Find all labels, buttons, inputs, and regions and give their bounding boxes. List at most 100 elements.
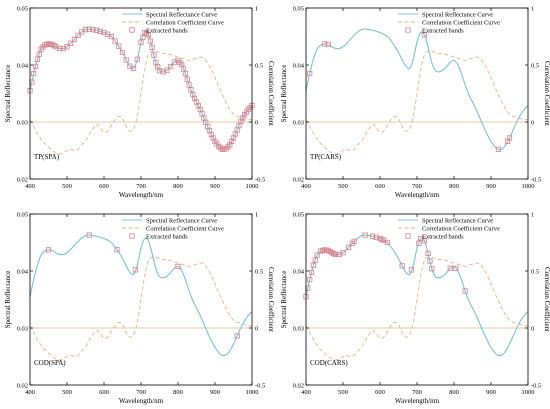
extracted-bands-markers xyxy=(307,32,513,152)
x-tick-label: 1000 xyxy=(522,183,535,190)
panel-label: COD(CARS) xyxy=(310,359,348,367)
x-tick-label: 900 xyxy=(210,389,220,396)
y-left-tick-label: 0.03 xyxy=(17,325,28,332)
extracted-bands-markers xyxy=(27,26,255,152)
extracted-band-marker xyxy=(186,82,192,88)
y-right-tick-label: -0.5 xyxy=(531,382,541,389)
extracted-band-marker xyxy=(307,276,313,283)
extracted-band-marker xyxy=(53,44,59,50)
x-tick-label: 500 xyxy=(62,389,72,396)
x-tick-label: 500 xyxy=(338,389,348,396)
y-axis-label-left: Spectral Reflectance xyxy=(280,271,288,329)
y-left-tick-label: 0.02 xyxy=(17,382,28,389)
legend-swatch-extracted xyxy=(129,27,135,33)
extracted-band-marker xyxy=(132,267,139,273)
extracted-band-marker xyxy=(94,27,100,33)
correlation-coefficient-curve xyxy=(305,256,529,361)
y-left-tick-label: 0.03 xyxy=(293,119,304,126)
y-axis-label-left: Spectral Reflectance xyxy=(280,65,288,123)
extracted-band-marker xyxy=(447,265,453,271)
legend-entry: Spectral Reflectance Curve xyxy=(146,11,217,18)
extracted-band-marker xyxy=(140,34,146,40)
x-tick-label: 400 xyxy=(301,389,311,396)
y-axis-label-right: Correlation Coefficient xyxy=(543,61,550,126)
extracted-band-marker xyxy=(68,40,74,46)
extracted-band-marker xyxy=(145,32,151,38)
extracted-band-marker xyxy=(351,238,357,244)
x-axis-label: Wavelength/nm xyxy=(395,191,440,199)
extracted-band-marker xyxy=(60,45,66,52)
legend-entry: Extracted bands xyxy=(422,233,464,240)
y-right-tick-label: 0.5 xyxy=(255,268,263,275)
legend-swatch-extracted xyxy=(405,27,411,33)
chart-panel-2: 400 500 600 700 800 900 1000 0.02 0.03 0.04 0.05 -0… xyxy=(280,5,550,199)
y-axis-label-right: Correlation Coefficient xyxy=(543,267,550,332)
y-left-tick-label: 0.04 xyxy=(17,62,29,69)
extracted-band-marker xyxy=(36,51,42,57)
y-axis-label-right: Correlation Coefficient xyxy=(267,61,275,126)
extracted-band-marker xyxy=(314,252,320,258)
extracted-band-marker xyxy=(332,251,339,258)
extracted-band-marker xyxy=(425,250,431,256)
legend-entry: Correlation Coefficient Curve xyxy=(146,225,224,232)
extracted-band-marker xyxy=(234,333,240,339)
extracted-band-marker xyxy=(421,238,428,244)
extracted-band-marker xyxy=(45,247,52,253)
extracted-band-marker xyxy=(188,87,194,93)
extracted-bands-markers xyxy=(45,232,240,339)
y-left-tick-label: 0.02 xyxy=(293,176,304,183)
extracted-band-marker xyxy=(119,49,126,56)
extracted-band-marker xyxy=(336,251,342,258)
x-tick-label: 500 xyxy=(338,183,348,190)
y-right-tick-label: 1 xyxy=(255,5,258,12)
extracted-band-marker xyxy=(123,57,129,63)
y-right-tick-label: 0 xyxy=(531,119,534,126)
extracted-band-marker xyxy=(308,269,315,276)
extracted-band-marker xyxy=(71,36,77,42)
x-axis-label: Wavelength/nm xyxy=(395,397,440,405)
panel-label: COD(SPA) xyxy=(34,359,66,367)
y-right-tick-label: 0 xyxy=(255,119,258,126)
x-tick-label: 800 xyxy=(449,389,459,396)
y-left-tick-label: 0.05 xyxy=(293,5,304,12)
x-tick-label: 1000 xyxy=(246,183,259,190)
spectral-reflectance-curve xyxy=(305,28,529,151)
legend-entry: Extracted bands xyxy=(422,27,464,34)
y-axis-label-left: Spectral Reflectance xyxy=(4,271,12,329)
legend-entry: Correlation Coefficient Curve xyxy=(422,19,500,26)
extracted-band-marker xyxy=(112,38,118,44)
spectral-reflectance-curve xyxy=(29,28,253,151)
y-left-tick-label: 0.04 xyxy=(293,268,305,275)
extracted-band-marker xyxy=(147,38,153,44)
y-left-tick-label: 0.04 xyxy=(17,268,29,275)
x-tick-label: 900 xyxy=(486,389,496,396)
panel-label: TP(SPA) xyxy=(34,153,60,161)
legend-entry: Extracted bands xyxy=(146,27,188,34)
chart-panel-4: 400 500 600 700 800 900 1000 0.02 0.03 0.04 0.05 -0… xyxy=(280,211,550,405)
extracted-band-marker xyxy=(429,266,435,272)
y-left-tick-label: 0.03 xyxy=(293,325,304,332)
extracted-band-marker xyxy=(130,65,137,72)
x-tick-label: 400 xyxy=(25,183,35,190)
y-right-tick-label: 1 xyxy=(531,5,534,12)
extracted-band-marker xyxy=(345,244,352,250)
extracted-band-marker xyxy=(408,267,415,273)
x-tick-label: 900 xyxy=(486,183,496,190)
spectral-reflectance-curve xyxy=(29,234,253,357)
extracted-band-marker xyxy=(373,234,379,240)
extracted-band-marker xyxy=(340,250,346,256)
chart-panel-1: 400 500 600 700 800 900 1000 0.02 0.03 0.04 0.05 -0… xyxy=(4,5,275,199)
extracted-band-marker xyxy=(462,288,468,294)
extracted-band-marker xyxy=(108,33,114,40)
extracted-band-marker xyxy=(416,240,422,246)
x-tick-label: 1000 xyxy=(522,389,535,396)
extracted-band-marker xyxy=(362,232,368,238)
legend-entry: Extracted bands xyxy=(146,233,188,240)
extracted-band-marker xyxy=(427,258,433,264)
y-right-tick-label: -0.5 xyxy=(531,176,541,183)
legend-entry: Spectral Reflectance Curve xyxy=(422,217,493,224)
